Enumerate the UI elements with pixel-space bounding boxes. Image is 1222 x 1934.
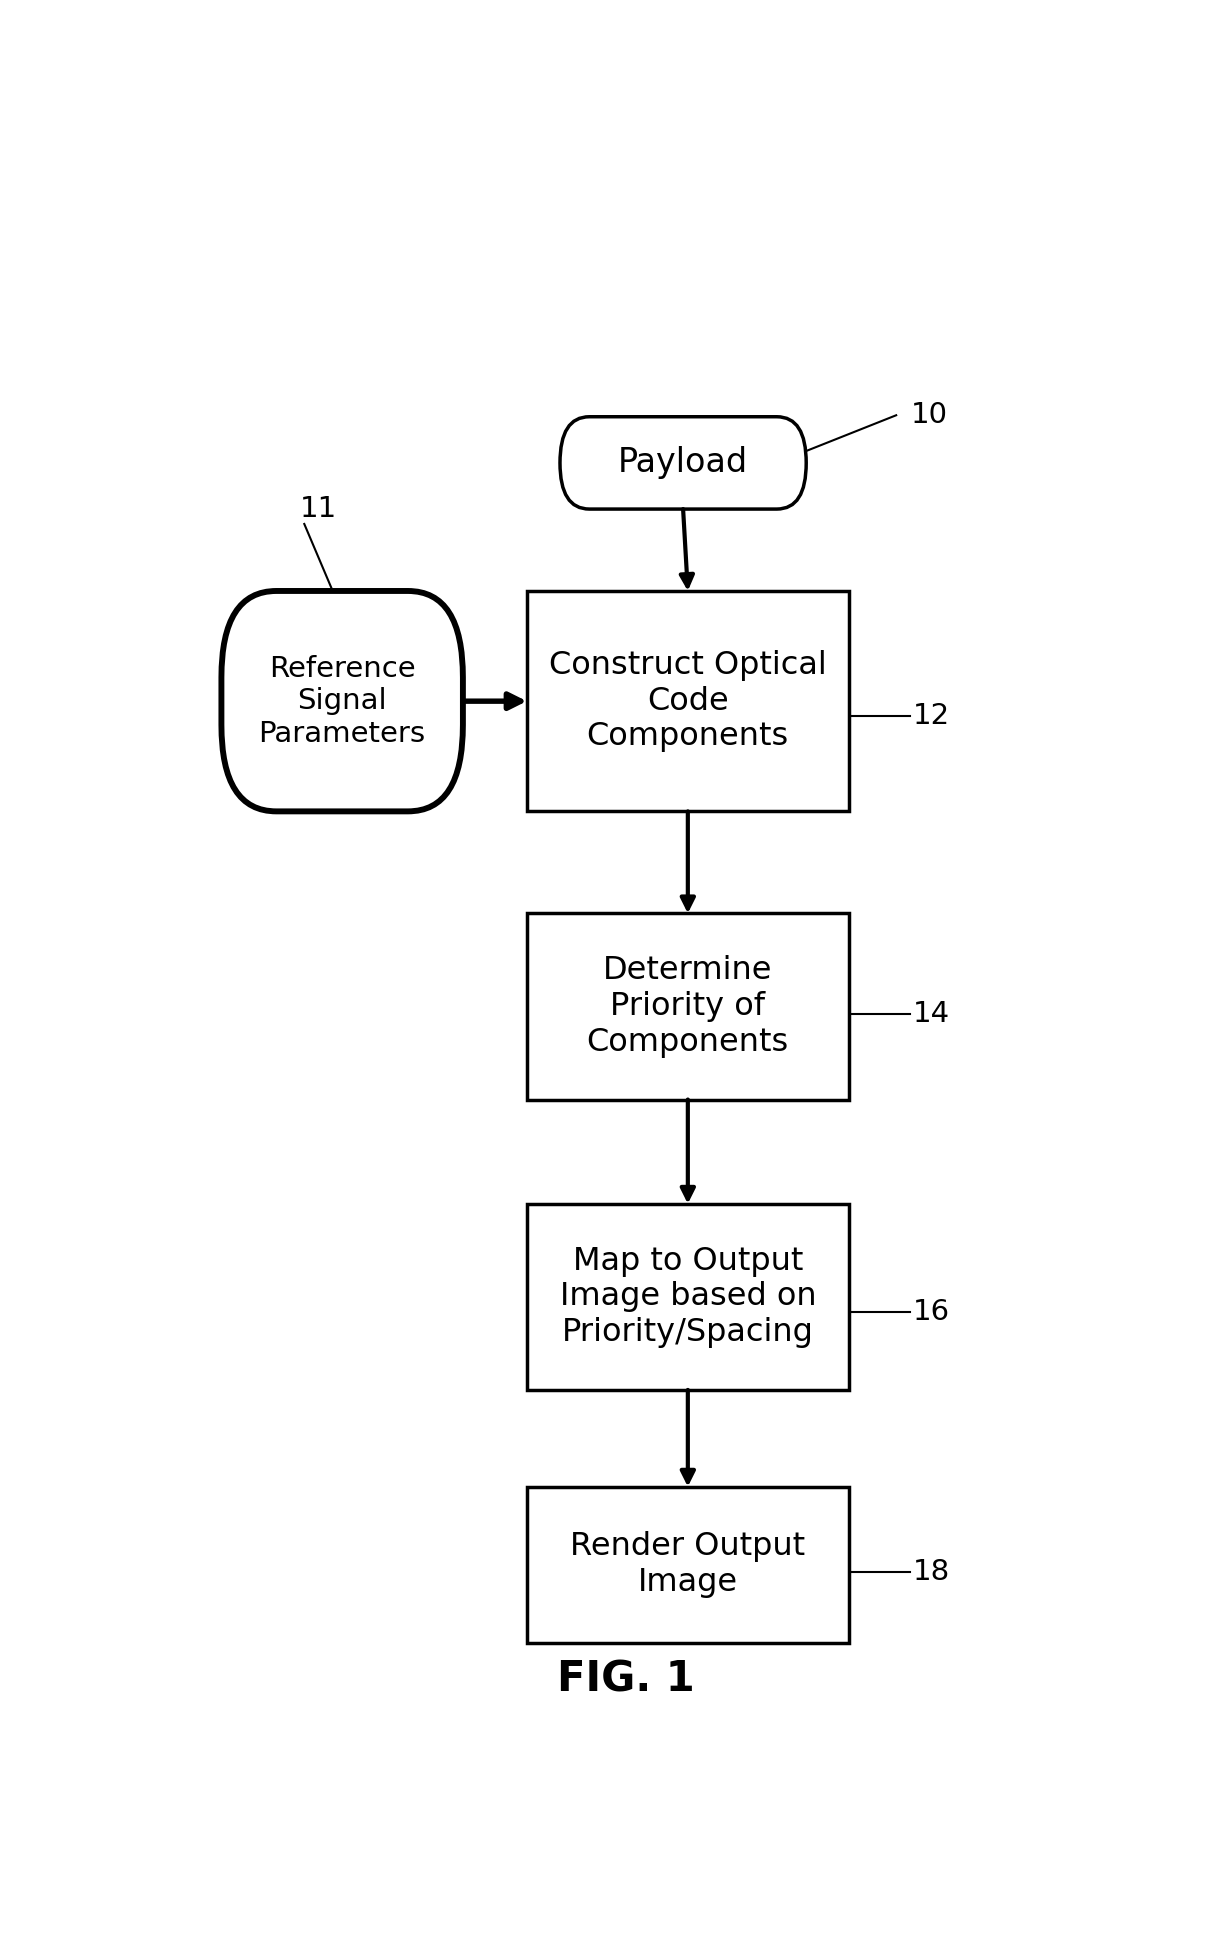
Text: 16: 16 (913, 1298, 951, 1325)
Text: Map to Output
Image based on
Priority/Spacing: Map to Output Image based on Priority/Sp… (560, 1245, 816, 1348)
Bar (527, 592, 849, 812)
Text: 12: 12 (913, 702, 951, 729)
Text: 18: 18 (913, 1559, 951, 1586)
Text: 10: 10 (910, 400, 947, 429)
FancyBboxPatch shape (560, 416, 807, 509)
Text: Reference
Signal
Parameters: Reference Signal Parameters (259, 656, 425, 748)
Text: Render Output
Image: Render Output Image (571, 1532, 805, 1597)
Text: Construct Optical
Code
Components: Construct Optical Code Components (549, 650, 827, 752)
Bar (527, 1487, 849, 1644)
Text: 11: 11 (299, 495, 337, 522)
Bar (527, 913, 849, 1100)
FancyBboxPatch shape (221, 592, 463, 812)
Bar (527, 1203, 849, 1391)
Text: Payload: Payload (618, 447, 748, 480)
Text: 14: 14 (913, 1000, 951, 1027)
Text: FIG. 1: FIG. 1 (557, 1659, 695, 1700)
Text: Determine
Priority of
Components: Determine Priority of Components (587, 955, 789, 1058)
